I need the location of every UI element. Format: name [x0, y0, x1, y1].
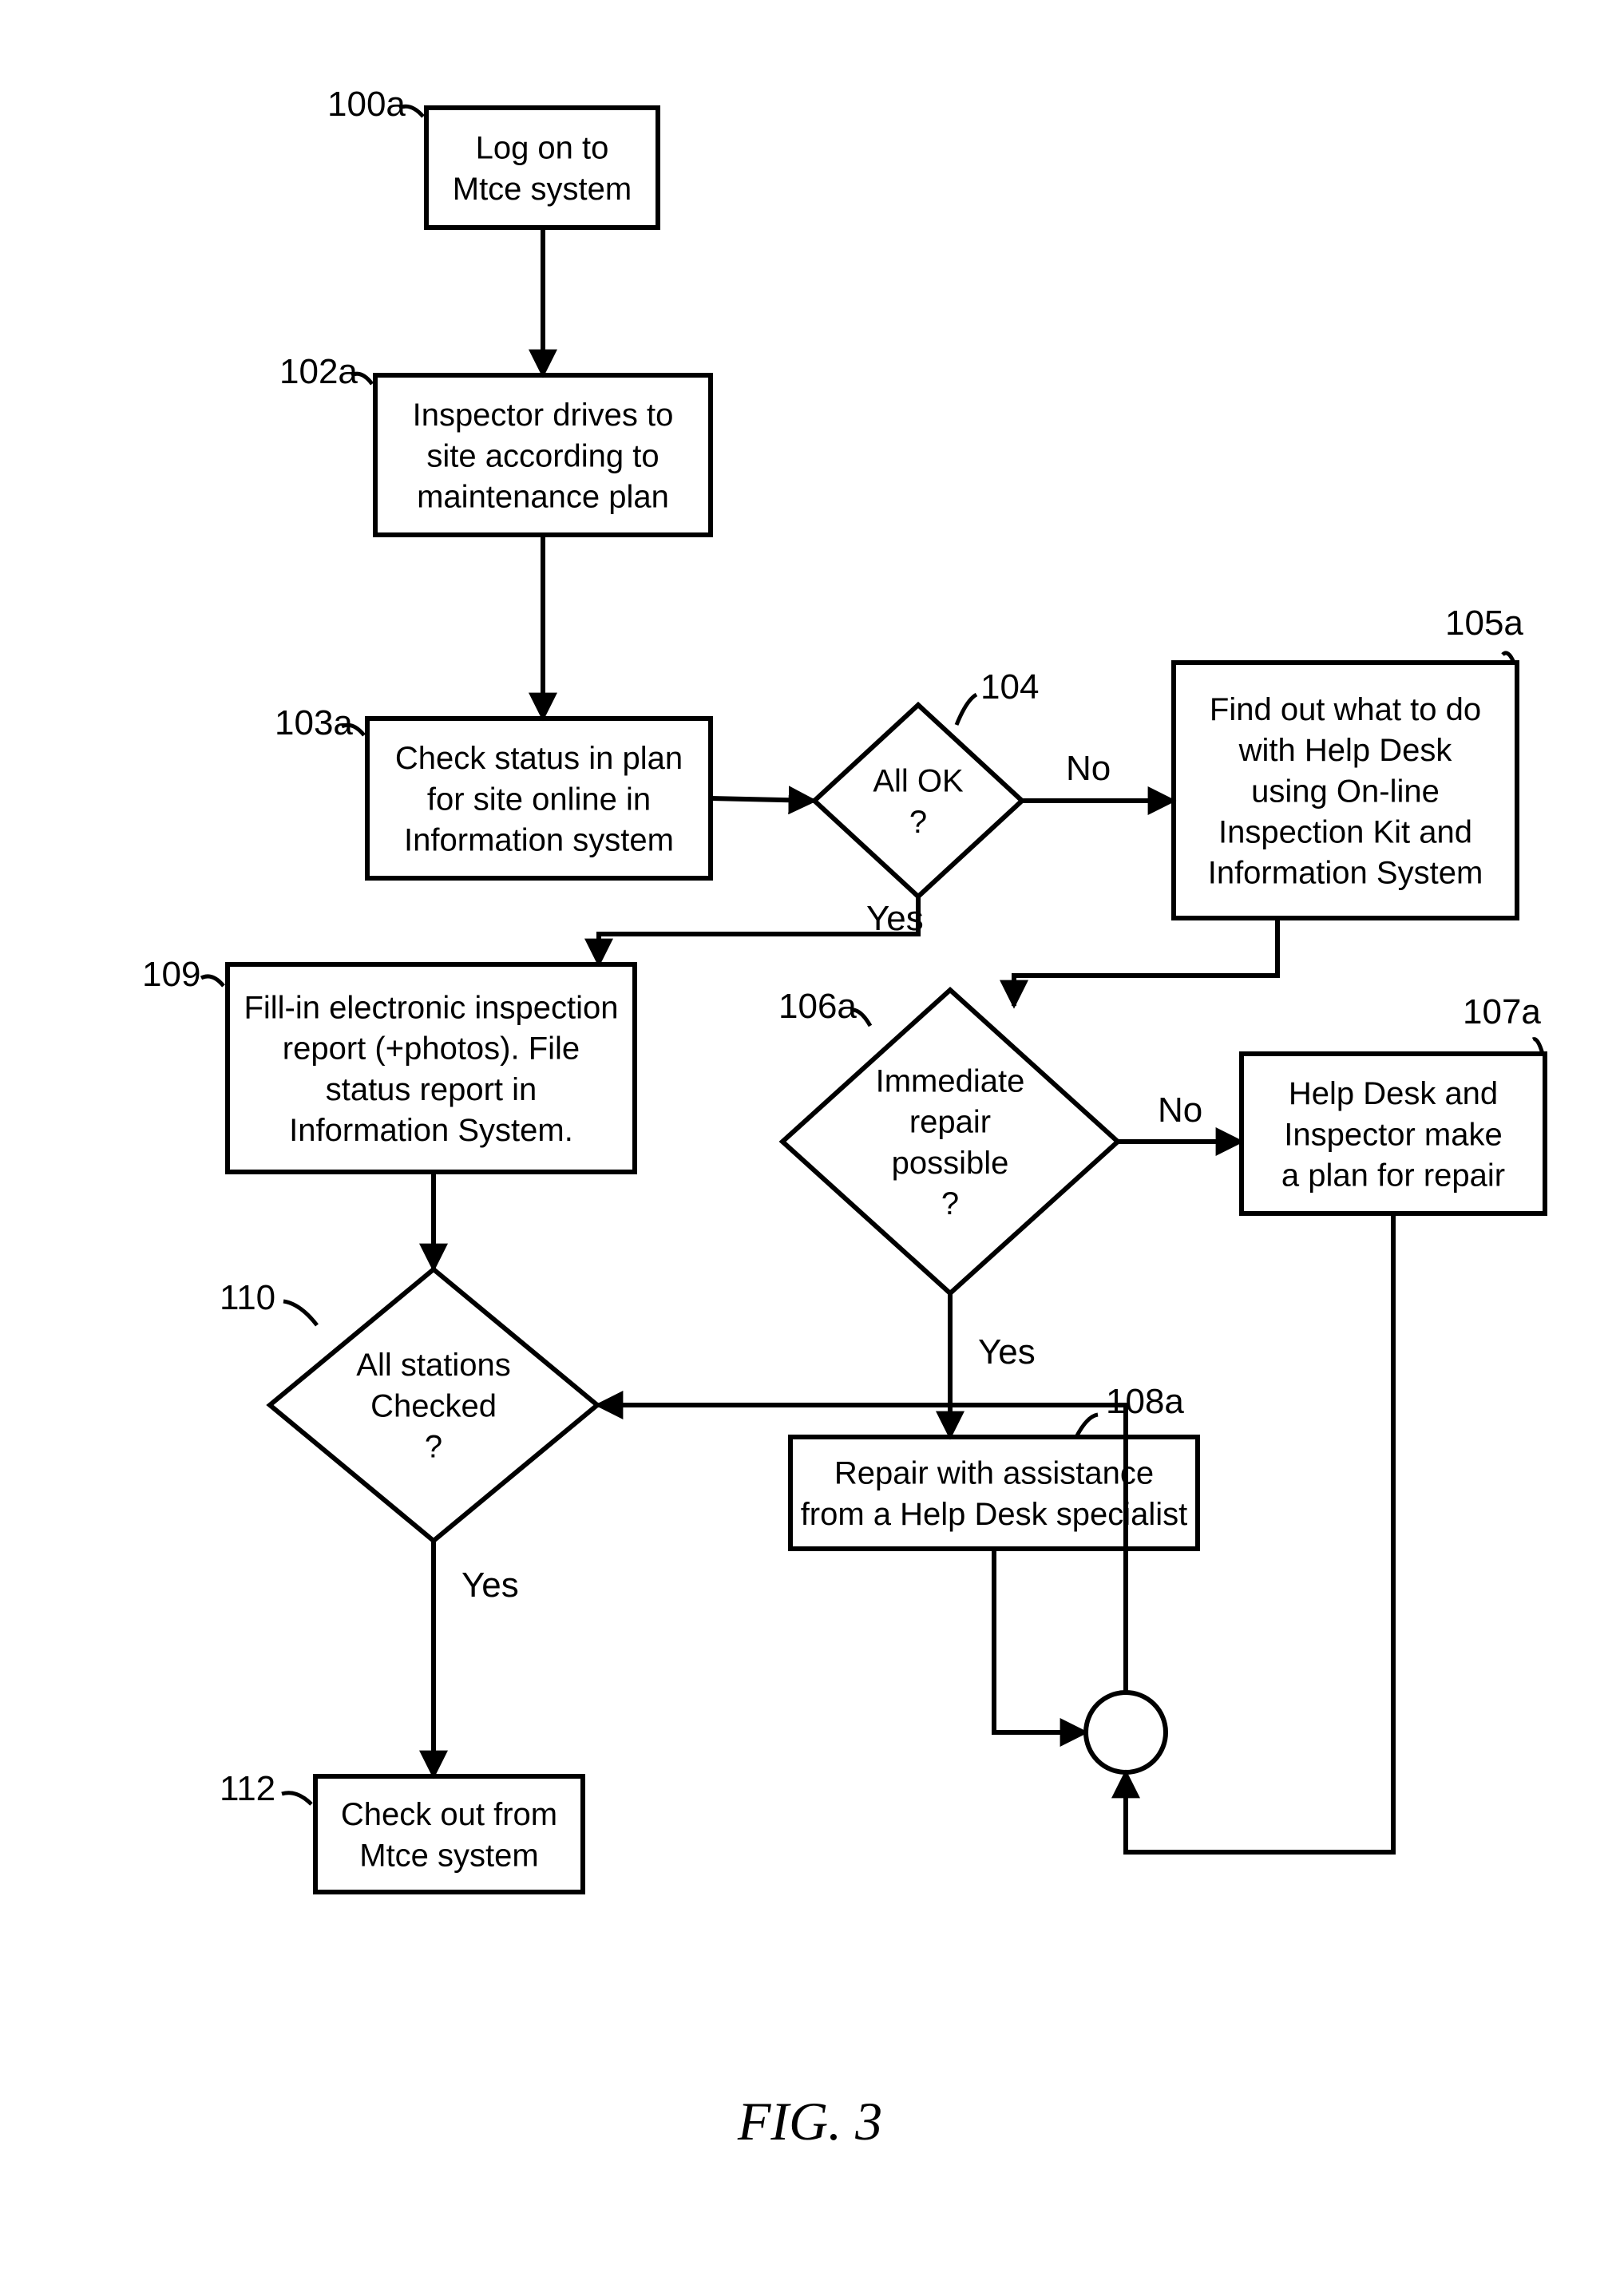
ref-label-112: 112 — [220, 1769, 275, 1808]
node-n102a: Inspector drives to site according to main… — [375, 375, 711, 535]
svg-text:site according to: site according to — [426, 438, 659, 473]
svg-text:Mtce system: Mtce system — [453, 172, 632, 207]
edge-label-e106-108: Yes — [978, 1332, 1036, 1372]
node-n104: All OK? — [814, 705, 1022, 897]
svg-text:Inspector make: Inspector make — [1284, 1117, 1502, 1152]
svg-text:Check out from: Check out from — [341, 1797, 557, 1832]
flowchart-canvas: Log on to Mtce system Inspector drives to s… — [0, 0, 1620, 2296]
svg-text:possible: possible — [892, 1146, 1009, 1181]
svg-text:Log on to: Log on to — [476, 131, 609, 166]
edge-e103-104 — [711, 798, 814, 801]
svg-text:Inspection Kit and: Inspection Kit and — [1218, 815, 1472, 850]
figure-label: FIG. 3 — [737, 2091, 882, 2152]
svg-text:?: ? — [425, 1430, 442, 1465]
edge-label-e110-fb: Yes — [461, 1566, 519, 1605]
svg-text:Find out what to do: Find out what to do — [1210, 692, 1481, 727]
svg-text:repair: repair — [909, 1105, 991, 1140]
svg-text:Mtce system: Mtce system — [359, 1838, 538, 1873]
svg-text:using On-line: using On-line — [1251, 774, 1440, 809]
svg-text:All stations: All stations — [356, 1348, 510, 1383]
svg-text:Information system: Information system — [404, 823, 674, 858]
svg-text:a plan for repair: a plan for repair — [1281, 1158, 1505, 1194]
ref-label-108a: 108a — [1106, 1382, 1184, 1421]
svg-text:for site online in: for site online in — [427, 782, 651, 817]
svg-text:with Help Desk: with Help Desk — [1238, 733, 1453, 768]
node-n108a: Repair with assistance from a Help Desk s… — [790, 1437, 1198, 1549]
svg-text:?: ? — [909, 805, 927, 840]
svg-text:Help Desk and: Help Desk and — [1289, 1076, 1498, 1111]
ref-leader-104 — [957, 695, 976, 725]
ref-label-106a: 106a — [778, 987, 857, 1026]
svg-text:Inspector drives to: Inspector drives to — [413, 398, 674, 433]
svg-text:Fill-in electronic inspection: Fill-in electronic inspection — [244, 991, 618, 1026]
svg-text:Check status in plan: Check status in plan — [395, 741, 683, 776]
ref-label-104: 104 — [980, 667, 1039, 707]
ref-label-105a: 105a — [1445, 604, 1523, 643]
node-n110: All stations Checked? — [270, 1269, 597, 1541]
node-n103a: Check status in plan for site online in In… — [367, 718, 711, 878]
svg-text:?: ? — [941, 1186, 959, 1221]
ref-label-100a: 100a — [327, 85, 406, 124]
svg-text:status report in: status report in — [326, 1072, 537, 1107]
svg-text:Repair with assistance: Repair with assistance — [834, 1456, 1154, 1491]
ref-leader-110 — [283, 1301, 317, 1325]
node-n106a: Immediate repair possible? — [782, 990, 1118, 1293]
join-circle — [1086, 1692, 1166, 1772]
ref-leader-109 — [201, 976, 224, 986]
svg-text:Immediate: Immediate — [876, 1064, 1025, 1099]
edge-label-e104-109: Yes — [866, 899, 924, 938]
edge-label-e106-107: No — [1158, 1091, 1202, 1130]
node-n100a: Log on to Mtce system — [426, 108, 658, 228]
ref-label-110: 110 — [220, 1278, 275, 1317]
node-njoin — [1086, 1692, 1166, 1772]
svg-text:Checked: Checked — [370, 1388, 497, 1423]
node-n105a: Find out what to do with Help Desk using O… — [1174, 663, 1517, 918]
svg-text:All OK: All OK — [873, 764, 964, 799]
ref-leader-108a — [1076, 1415, 1098, 1437]
ref-label-102a: 102a — [279, 352, 358, 391]
edge-label-e104-105: No — [1066, 749, 1111, 788]
svg-text:from a Help Desk specialist: from a Help Desk specialist — [801, 1497, 1188, 1532]
node-n112: Check out from Mtce system — [315, 1776, 583, 1892]
svg-text:maintenance plan: maintenance plan — [417, 480, 669, 515]
ref-label-107a: 107a — [1463, 992, 1541, 1031]
node-n107a: Help Desk and Inspector make a plan for re… — [1242, 1054, 1545, 1213]
svg-text:Information System: Information System — [1208, 856, 1483, 891]
edge-e108-join — [994, 1549, 1086, 1732]
ref-leader-112 — [282, 1793, 311, 1804]
ref-label-109: 109 — [142, 955, 200, 994]
edge-e105-106 — [1014, 918, 1277, 1006]
ref-label-103a: 103a — [275, 703, 353, 742]
svg-text:report (+photos). File: report (+photos). File — [283, 1031, 580, 1067]
node-n109: Fill-in electronic inspection report (+ph… — [228, 964, 635, 1172]
svg-text:Information System.: Information System. — [289, 1113, 573, 1148]
